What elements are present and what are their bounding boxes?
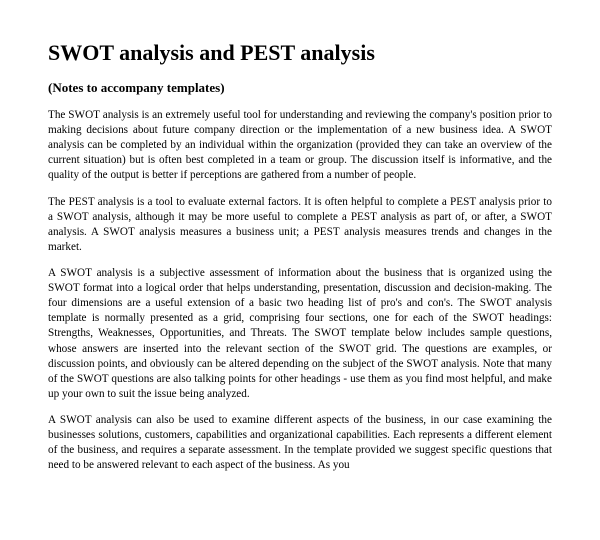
- body-paragraph: A SWOT analysis can also be used to exam…: [48, 413, 552, 473]
- body-paragraph: The PEST analysis is a tool to evaluate …: [48, 195, 552, 255]
- body-paragraph: The SWOT analysis is an extremely useful…: [48, 108, 552, 184]
- page-title: SWOT analysis and PEST analysis: [48, 40, 552, 66]
- document-page: SWOT analysis and PEST analysis (Notes t…: [0, 0, 600, 540]
- page-subtitle: (Notes to accompany templates): [48, 80, 552, 96]
- body-paragraph: A SWOT analysis is a subjective assessme…: [48, 266, 552, 402]
